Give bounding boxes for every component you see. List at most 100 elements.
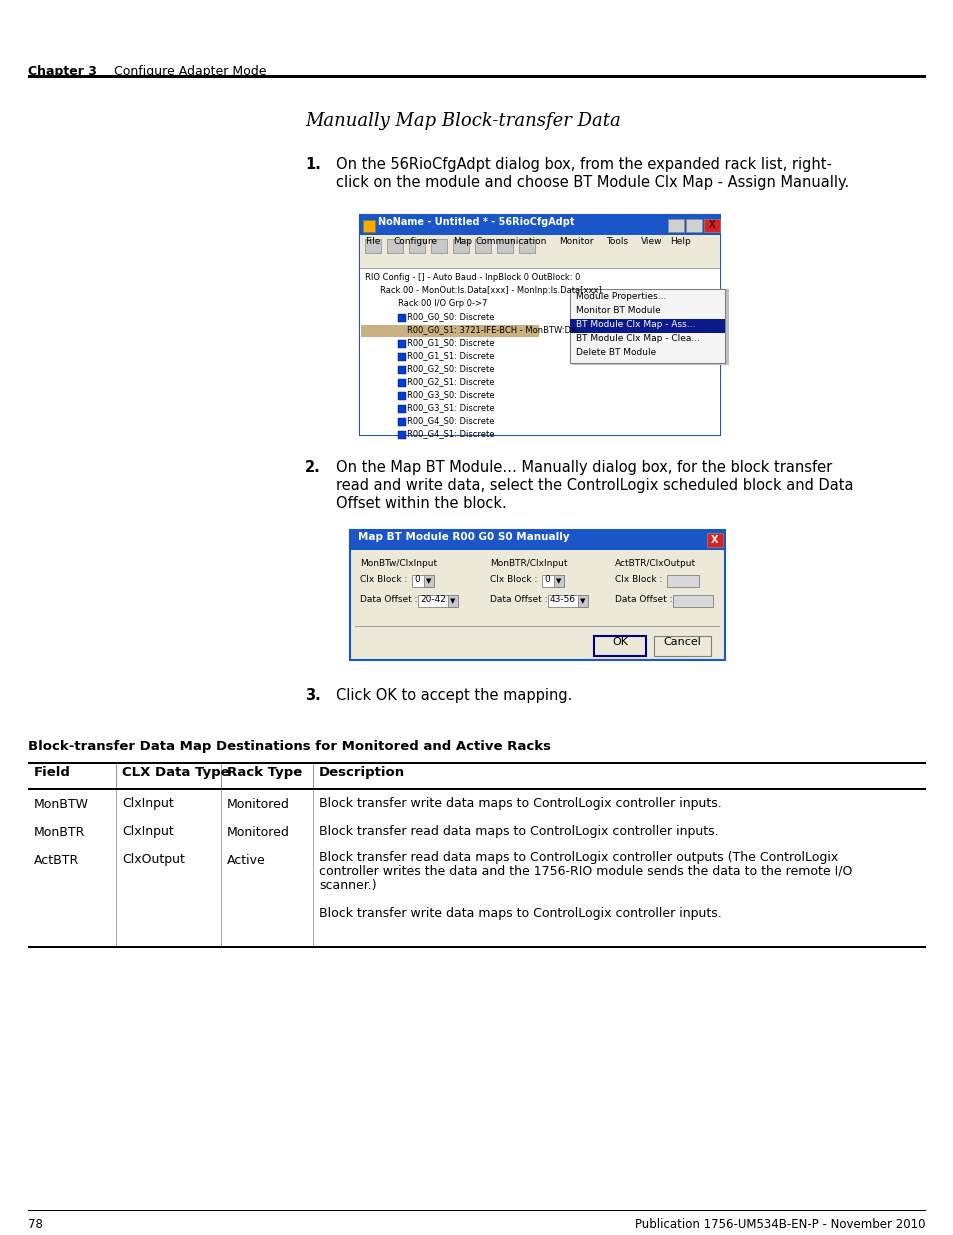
Bar [703, 219, 720, 232]
Bar [569, 319, 724, 333]
Text: R00_G3_S0: Discrete: R00_G3_S0: Discrete [407, 390, 494, 399]
Bar [365, 240, 380, 253]
Bar [363, 220, 375, 232]
Bar [116, 846, 117, 946]
Bar [706, 534, 722, 547]
Text: RIO Config - [] - Auto Baud - InpBlock 0 OutBlock: 0: RIO Config - [] - Auto Baud - InpBlock 0… [365, 273, 579, 282]
Text: Data Offset :: Data Offset : [359, 595, 417, 604]
Text: Block transfer write data maps to ControlLogix controller inputs.: Block transfer write data maps to Contro… [318, 906, 721, 920]
Text: View: View [640, 237, 661, 246]
Bar [423, 576, 434, 587]
Bar [116, 789, 117, 818]
Bar [448, 595, 457, 606]
Text: OK: OK [612, 637, 627, 647]
Text: 0: 0 [414, 576, 419, 584]
Text: Monitored: Monitored [227, 825, 290, 839]
Text: Offset within the block.: Offset within the block. [335, 496, 506, 511]
Text: X: X [708, 220, 715, 230]
Bar [28, 789, 925, 818]
Bar [221, 846, 222, 946]
Bar [397, 314, 406, 322]
Text: scanner.): scanner.) [318, 878, 376, 892]
Text: R00_G1_S0: Discrete: R00_G1_S0: Discrete [407, 338, 494, 347]
Text: Monitor BT Module: Monitor BT Module [576, 306, 660, 315]
Bar [397, 417, 406, 426]
Text: On the 56RioCfgAdpt dialog box, from the expanded rack list, right-: On the 56RioCfgAdpt dialog box, from the… [335, 157, 831, 172]
Bar [28, 818, 925, 846]
Bar [397, 405, 406, 412]
Text: Active: Active [227, 853, 266, 867]
Bar [578, 595, 587, 606]
Text: read and write data, select the ControlLogix scheduled block and Data: read and write data, select the ControlL… [335, 478, 853, 493]
Bar [397, 327, 406, 335]
Text: controller writes the data and the 1756-RIO module sends the data to the remote : controller writes the data and the 1756-… [318, 864, 851, 878]
Text: Cancel: Cancel [662, 637, 700, 647]
Text: Data Offset :: Data Offset : [490, 595, 547, 604]
Bar [672, 595, 712, 606]
Text: MonBTW: MonBTW [34, 798, 89, 810]
Text: ActBTR/ClxOutput: ActBTR/ClxOutput [615, 559, 696, 568]
Bar [453, 240, 469, 253]
Text: Chapter 3: Chapter 3 [28, 65, 97, 78]
Text: Description: Description [318, 766, 405, 779]
Bar [569, 289, 724, 363]
Bar [387, 240, 402, 253]
Bar [350, 530, 724, 659]
Bar [409, 240, 424, 253]
FancyBboxPatch shape [654, 636, 710, 656]
Bar [359, 215, 720, 435]
Text: 2.: 2. [305, 459, 320, 475]
Text: R00_G2_S1: Discrete: R00_G2_S1: Discrete [407, 377, 494, 387]
Text: Tools: Tools [605, 237, 627, 246]
Text: Manually Map Block-transfer Data: Manually Map Block-transfer Data [305, 112, 620, 130]
Text: Configure: Configure [394, 237, 437, 246]
Text: Publication 1756-UM534B-EN-P - November 2010: Publication 1756-UM534B-EN-P - November … [635, 1218, 925, 1231]
Bar [397, 366, 406, 374]
Text: 1.: 1. [305, 157, 320, 172]
Bar [116, 764, 117, 788]
Bar [541, 576, 563, 587]
Bar [313, 818, 314, 846]
Text: Configure Adapter Mode: Configure Adapter Mode [98, 65, 266, 78]
Text: CLX Data Type: CLX Data Type [122, 766, 230, 779]
Text: NoName - Untitled * - 56RioCfgAdpt: NoName - Untitled * - 56RioCfgAdpt [377, 217, 574, 227]
Bar [221, 789, 222, 818]
Bar [313, 789, 314, 818]
Text: Monitored: Monitored [227, 798, 290, 810]
Bar [350, 530, 724, 550]
Bar [497, 240, 513, 253]
Text: R00_G3_S1: Discrete: R00_G3_S1: Discrete [407, 403, 494, 412]
Text: ▼: ▼ [556, 578, 561, 584]
Text: 43-56: 43-56 [550, 595, 576, 604]
Bar [412, 576, 434, 587]
Bar [397, 340, 406, 348]
Bar [475, 240, 491, 253]
Text: 20-42: 20-42 [419, 595, 445, 604]
Text: Rack 00 I/O Grp 0->7: Rack 00 I/O Grp 0->7 [397, 299, 487, 308]
Text: R00_G1_S1: Discrete: R00_G1_S1: Discrete [407, 351, 494, 359]
Text: Data Offset :: Data Offset : [615, 595, 672, 604]
Text: Clx Block :: Clx Block : [359, 576, 407, 584]
Text: Clx Block :: Clx Block : [490, 576, 537, 584]
Text: Clx Block :: Clx Block : [615, 576, 661, 584]
Bar [397, 353, 406, 361]
Text: Monitor: Monitor [558, 237, 593, 246]
Bar [359, 215, 720, 235]
Bar [572, 289, 728, 366]
Bar [397, 379, 406, 387]
Bar [116, 818, 117, 846]
Text: 0: 0 [543, 576, 549, 584]
Text: R00_G4_S0: Discrete: R00_G4_S0: Discrete [407, 416, 494, 425]
Text: ClxInput: ClxInput [122, 798, 173, 810]
Bar [28, 75, 925, 78]
Bar [28, 762, 925, 764]
Text: R00_G4_S1: Discrete: R00_G4_S1: Discrete [407, 429, 494, 438]
Bar [221, 818, 222, 846]
Bar [666, 576, 699, 587]
Bar [359, 269, 720, 435]
Bar [313, 764, 314, 788]
Bar [28, 946, 925, 947]
Text: ClxInput: ClxInput [122, 825, 173, 839]
Text: R00_G2_S0: Discrete: R00_G2_S0: Discrete [407, 364, 494, 373]
Text: 78: 78 [28, 1218, 43, 1231]
